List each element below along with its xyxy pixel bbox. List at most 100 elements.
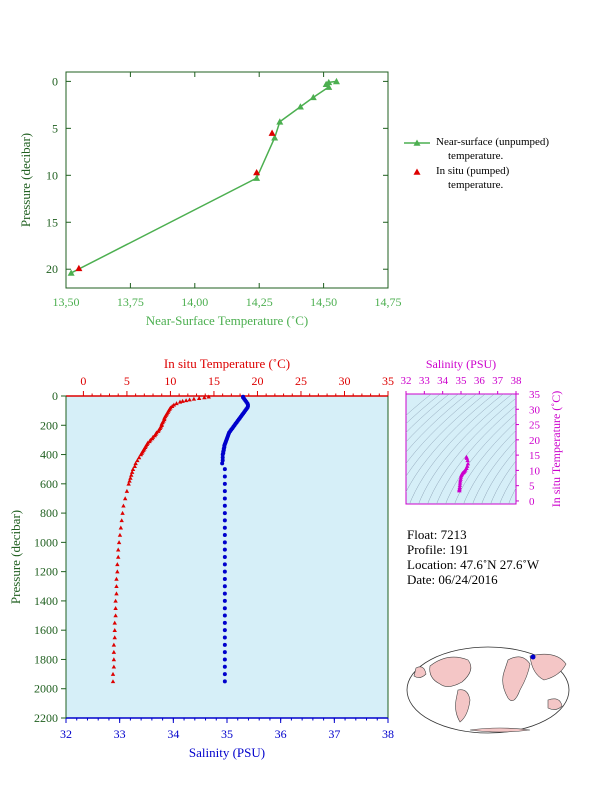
top-y-tick-label: 10 (46, 168, 58, 182)
density-contour (436, 405, 516, 504)
ts-y-tick-label: 35 (529, 389, 541, 401)
ts-point (457, 482, 463, 487)
salinity-point (222, 533, 227, 538)
temperature-point (196, 395, 202, 400)
top-y-axis-label: Pressure (decibar) (18, 133, 33, 227)
pressure-tick-label: 800 (40, 506, 58, 520)
top-x-axis-label: Near-Surface Temperature (˚C) (146, 313, 308, 328)
float-location-marker (530, 654, 536, 660)
density-contour (490, 460, 516, 504)
salinity-point (222, 635, 227, 640)
density-contour (406, 394, 477, 464)
salinity-point (222, 598, 227, 603)
near-surface-point (332, 77, 340, 85)
in-situ-point (268, 129, 276, 136)
ts-y-tick-label: 15 (529, 450, 541, 462)
in-situ-point (253, 168, 261, 176)
density-contour (445, 413, 516, 504)
map-landmass (429, 656, 472, 687)
ts-y-tick-label: 25 (529, 420, 541, 432)
pressure-tick-label: 2200 (34, 711, 58, 725)
pressure-tick-label: 1200 (34, 565, 58, 579)
temperature-point (122, 496, 128, 501)
salinity-point (220, 455, 225, 460)
top-x-tick-label: 14,50 (310, 295, 337, 309)
pressure-tick-label: 0 (52, 389, 58, 403)
sal-axis-label: Salinity (PSU) (189, 745, 265, 760)
temperature-point (118, 525, 124, 530)
ts-x-tick-label: 38 (511, 375, 523, 387)
near-surface-point (253, 174, 261, 181)
density-contour (463, 430, 516, 504)
salinity-point (222, 481, 227, 486)
ts-point (458, 476, 463, 481)
temperature-point (191, 396, 197, 401)
temperature-point (124, 488, 130, 493)
ts-density-contours (406, 394, 516, 504)
salinity-point (222, 606, 227, 611)
ts-x-axis-label: Salinity (PSU) (426, 357, 496, 371)
temperature-point (130, 466, 136, 471)
temperature-point (112, 627, 117, 632)
temperature-point (202, 395, 207, 400)
ts-point (457, 480, 463, 485)
top-y-tick-label: 5 (52, 121, 58, 135)
temperature-point (111, 642, 117, 647)
temperature-point (180, 398, 185, 403)
temperature-point (119, 518, 124, 523)
temp-tick-label: 35 (382, 374, 394, 388)
ts-y-axis-label: In situ Temperature (˚C) (549, 391, 563, 508)
temperature-point (129, 469, 135, 474)
top-y-tick-label: 20 (46, 262, 58, 276)
top-x-tick-label: 13,75 (117, 295, 144, 309)
density-contour (406, 394, 486, 477)
temperature-point (113, 606, 118, 610)
temperature-point (113, 613, 118, 618)
salinity-point (222, 555, 227, 559)
temperature-point (116, 540, 122, 545)
temp-tick-label: 10 (164, 374, 176, 388)
ts-x-tick-label: 34 (437, 375, 449, 387)
temperature-point (114, 591, 119, 596)
temperature-point (114, 584, 119, 589)
temperature-point (136, 455, 142, 460)
temp-tick-label: 5 (124, 374, 130, 388)
density-contour (406, 394, 459, 443)
legend-item-1-line2: temperature. (448, 150, 504, 162)
density-contour (406, 394, 441, 424)
pressure-tick-label: 400 (40, 448, 58, 462)
salinity-point (220, 452, 225, 457)
temperature-point (206, 394, 211, 399)
temperature-point (114, 576, 119, 581)
near-surface-point (271, 134, 279, 141)
temperature-point (116, 554, 121, 559)
sal-tick-label: 33 (114, 727, 126, 741)
temperature-point (120, 510, 125, 515)
temperature-point (127, 478, 132, 483)
map-landmass (502, 656, 531, 701)
ts-point (457, 484, 462, 489)
ts-x-tick-label: 32 (401, 375, 412, 387)
near-surface-point (67, 269, 75, 276)
ts-x-tick-label: 36 (474, 375, 486, 387)
pressure-tick-label: 1600 (34, 623, 58, 637)
ts-point (465, 461, 471, 466)
pressure-tick-label: 1400 (34, 594, 58, 608)
salinity-point (222, 518, 227, 523)
temperature-point (174, 401, 179, 406)
salinity-point (222, 474, 227, 479)
sal-tick-label: 34 (167, 727, 179, 741)
ts-point (464, 454, 469, 459)
temp-tick-label: 0 (80, 374, 86, 388)
salinity-point (222, 540, 227, 545)
temperature-point (138, 452, 144, 457)
temperature-point (113, 598, 118, 603)
ts-x-tick-label: 37 (492, 375, 504, 387)
map-landmass (455, 689, 471, 723)
temperature-point (112, 620, 117, 625)
density-contour (406, 394, 495, 493)
temperature-point (135, 458, 140, 463)
salinity-point (222, 547, 227, 552)
temperature-point (110, 671, 116, 676)
density-contour (406, 394, 450, 433)
